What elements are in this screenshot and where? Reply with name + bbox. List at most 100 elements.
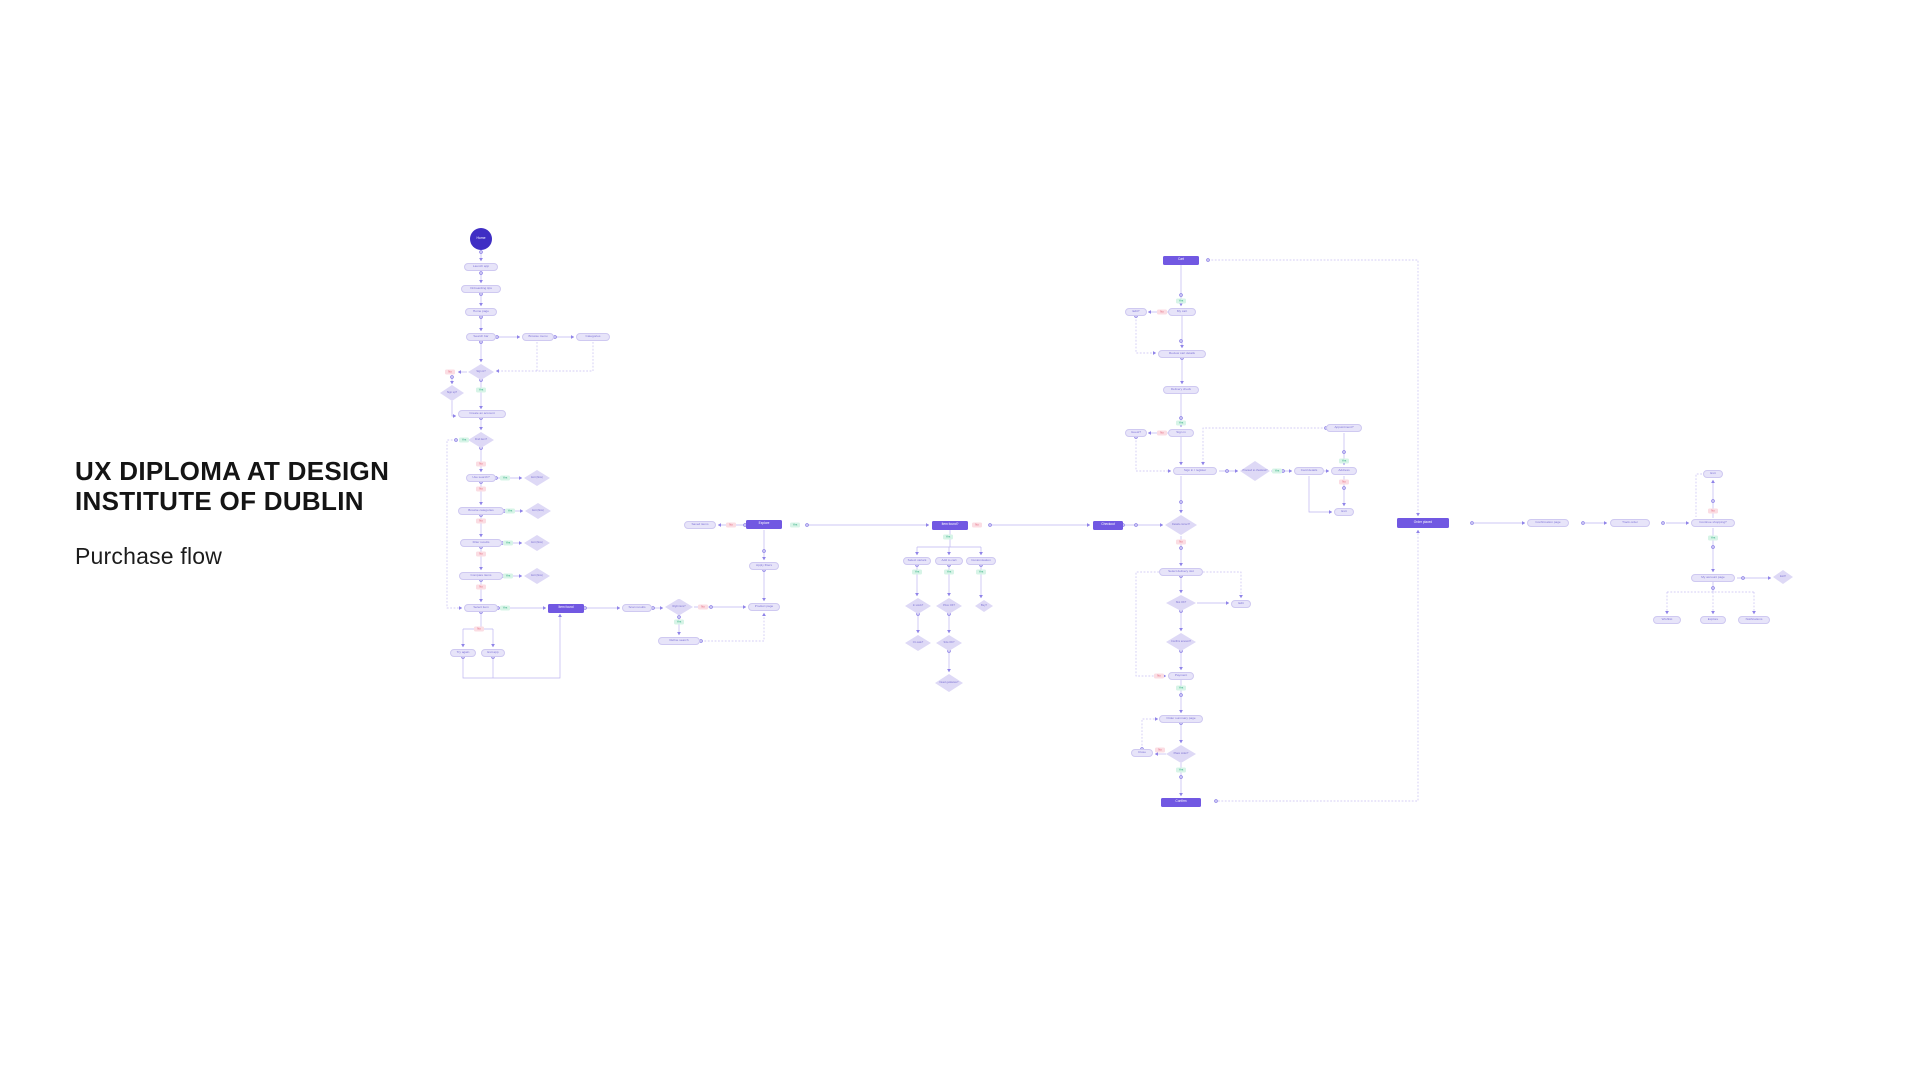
flow-node-apply-filters: Apply filters — [749, 562, 779, 570]
connector-dot — [454, 438, 458, 442]
yes-label: Yes — [1176, 298, 1186, 304]
yes-label: Yes — [500, 475, 510, 481]
connector-dot — [479, 340, 483, 344]
screen-node-item-found: Item found — [548, 603, 584, 613]
connector — [446, 439, 463, 610]
connector-dot — [1179, 293, 1183, 297]
connector — [1203, 571, 1243, 599]
connector — [1141, 717, 1159, 749]
connector — [701, 612, 766, 642]
no-label: No — [476, 518, 486, 524]
flow-node-onboarding: Onboarding tips — [461, 285, 501, 293]
connector-dot — [583, 606, 587, 610]
decision-node-on-sale-q: On sale? — [905, 635, 931, 651]
connector-dot — [479, 292, 483, 296]
flow-node-use-search: Use search? — [466, 474, 496, 482]
no-label: No — [476, 461, 486, 467]
flow-node-try-again: Try again — [450, 649, 476, 657]
no-label: No — [698, 604, 708, 610]
yes-label: Yes — [1708, 535, 1718, 541]
flow-node-exit-small: Exit — [1334, 508, 1354, 516]
yes-label: Yes — [976, 569, 986, 575]
flow-node-home-page: Home page — [465, 308, 497, 316]
yes-label: Yes — [1176, 685, 1186, 691]
flow-node-delivery-check: Delivery check — [1163, 386, 1199, 394]
connector-dot — [651, 606, 655, 610]
decision-node-exit-flow-4: Exit (flow) — [524, 568, 550, 584]
page-title-line1: UX DIPLOMA AT DESIGN — [75, 456, 390, 486]
flow-node-wishlist: Wishlist — [1653, 616, 1681, 624]
screen-node-item-found-q: Item found? — [932, 520, 968, 530]
flow-node-my-cart: My cart — [1168, 308, 1196, 316]
connector-dot — [1179, 693, 1183, 697]
connector — [1135, 571, 1167, 678]
no-label: No — [476, 584, 486, 590]
flow-node-browse-menu: Browse menu — [522, 333, 554, 341]
connector-dot — [677, 615, 681, 619]
page-subtitle: Purchase flow — [75, 543, 223, 569]
flow-node-scan-results: Scan results — [622, 604, 652, 612]
connector — [1201, 427, 1326, 466]
connector-dot — [1581, 521, 1585, 525]
connector-dot — [1711, 586, 1715, 590]
connector-dot — [1214, 799, 1218, 803]
flow-node-address: Address — [1331, 467, 1357, 475]
connector-dot — [699, 639, 703, 643]
connector — [1695, 473, 1702, 517]
flow-node-close: Close — [1131, 749, 1153, 757]
flow-node-order-summary: Order summary page — [1159, 715, 1203, 723]
connector-dot — [1179, 775, 1183, 779]
connector — [1308, 476, 1333, 514]
connector-dot — [988, 523, 992, 527]
decision-node-proceed-checkout-q: Proceed to checkout? — [1240, 461, 1270, 481]
yes-label: Yes — [503, 540, 513, 546]
yes-label: Yes — [790, 522, 800, 528]
decision-node-sign-up-q: Sign up? — [440, 385, 464, 401]
connector — [1135, 316, 1157, 355]
flow-node-filter-results: Filter results — [460, 539, 502, 547]
no-label: No — [445, 369, 455, 375]
connector-dot — [762, 549, 766, 553]
connector-dot — [1179, 500, 1183, 504]
no-label: No — [972, 522, 982, 528]
decision-node-details-correct-q: Details correct? — [1165, 515, 1197, 535]
yes-label: Yes — [944, 569, 954, 575]
flow-node-notifications: Notifications — [1738, 616, 1770, 624]
flow-node-appointment-q: Appointment? — [1326, 424, 1362, 432]
connector-dot — [1206, 258, 1210, 262]
yes-label: Yes — [1176, 420, 1186, 426]
no-label: No — [1339, 479, 1349, 485]
decision-node-right-item-q: Right item? — [665, 598, 693, 616]
yes-label: Yes — [500, 605, 510, 611]
connector-dot — [479, 271, 483, 275]
flow-node-search-bar: Search bar — [466, 333, 496, 341]
no-label: No — [726, 522, 736, 528]
connector-dot — [495, 335, 499, 339]
flow-node-select-variant: Select variant — [903, 557, 931, 565]
no-label: No — [1157, 309, 1167, 315]
start-node-home: Home — [470, 228, 492, 250]
connector — [495, 342, 594, 373]
flow-node-select-item: Select item — [464, 604, 498, 612]
yes-label: Yes — [1176, 767, 1186, 773]
decision-node-confirm-amount-q: Confirm amount? — [1166, 633, 1196, 651]
connector-dot — [1281, 469, 1285, 473]
connector-dot — [553, 335, 557, 339]
flow-node-card-details: Card details — [1294, 467, 1324, 475]
connector — [1135, 437, 1172, 473]
yes-label: Yes — [459, 437, 469, 443]
connector-dot — [1711, 545, 1715, 549]
connector-dot — [479, 250, 483, 254]
connector-dot — [1134, 523, 1138, 527]
connector-dot — [1711, 499, 1715, 503]
flow-node-guest-q: Guest? — [1125, 429, 1147, 437]
connector-dot — [1342, 450, 1346, 454]
decision-node-buy-q: Buy? — [975, 600, 993, 612]
flow-node-track-order: Track order — [1610, 519, 1650, 527]
connector-dot — [1342, 486, 1346, 490]
yes-label: Yes — [1272, 468, 1282, 474]
decision-node-find-item-q: Find item? — [468, 432, 494, 448]
